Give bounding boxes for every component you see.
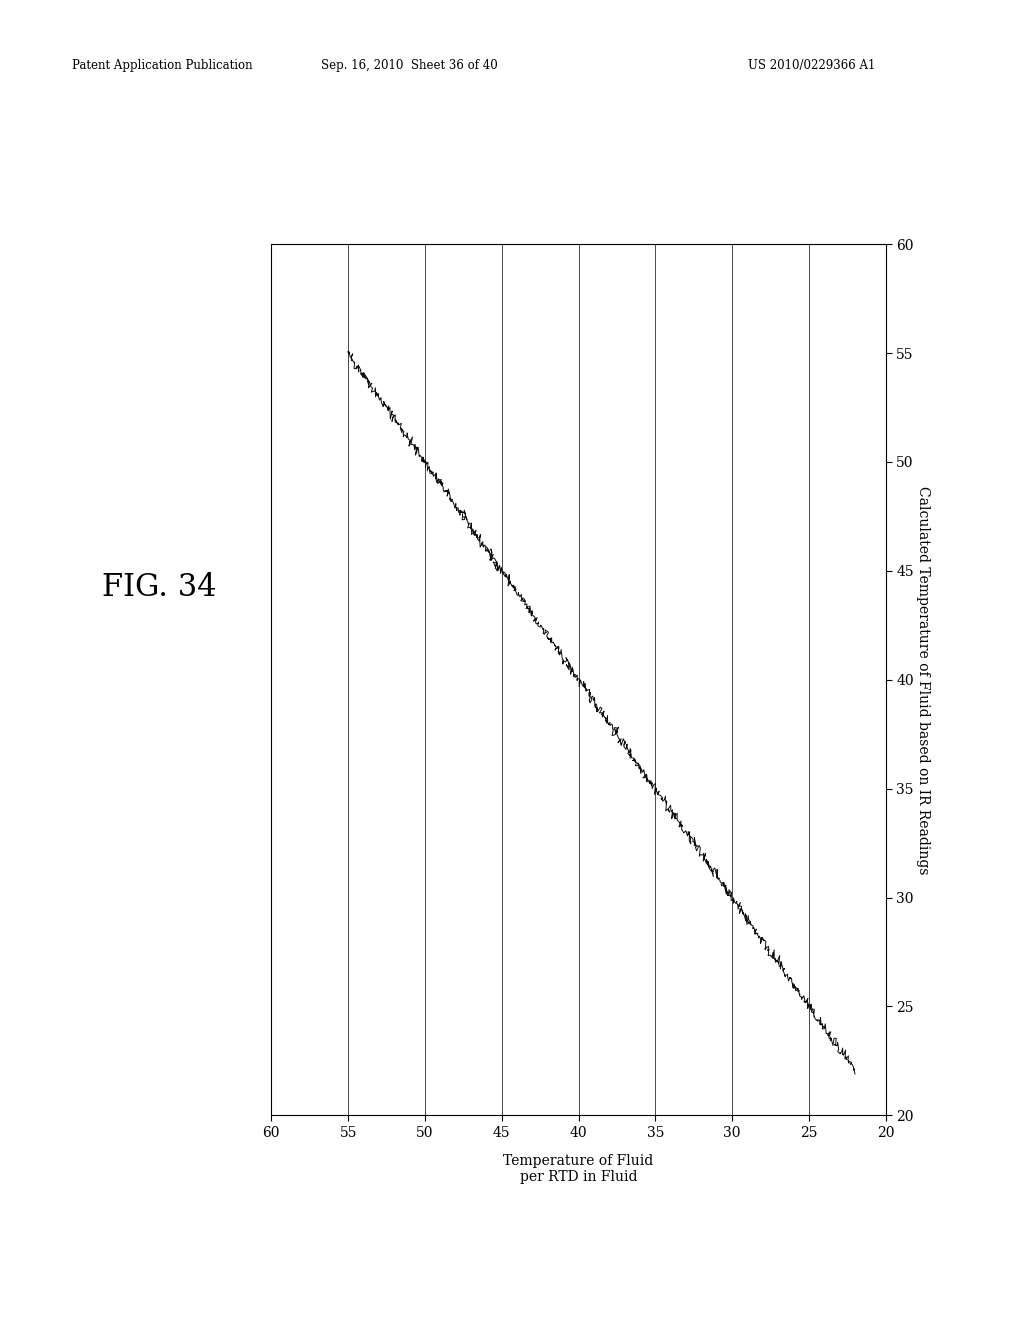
Text: Patent Application Publication: Patent Application Publication [72,59,252,73]
Text: Sep. 16, 2010  Sheet 36 of 40: Sep. 16, 2010 Sheet 36 of 40 [322,59,498,73]
X-axis label: Temperature of Fluid
per RTD in Fluid: Temperature of Fluid per RTD in Fluid [504,1154,653,1184]
Text: FIG. 34: FIG. 34 [102,572,217,603]
Text: US 2010/0229366 A1: US 2010/0229366 A1 [748,59,874,73]
Y-axis label: Calculated Temperature of Fluid based on IR Readings: Calculated Temperature of Fluid based on… [916,486,931,874]
